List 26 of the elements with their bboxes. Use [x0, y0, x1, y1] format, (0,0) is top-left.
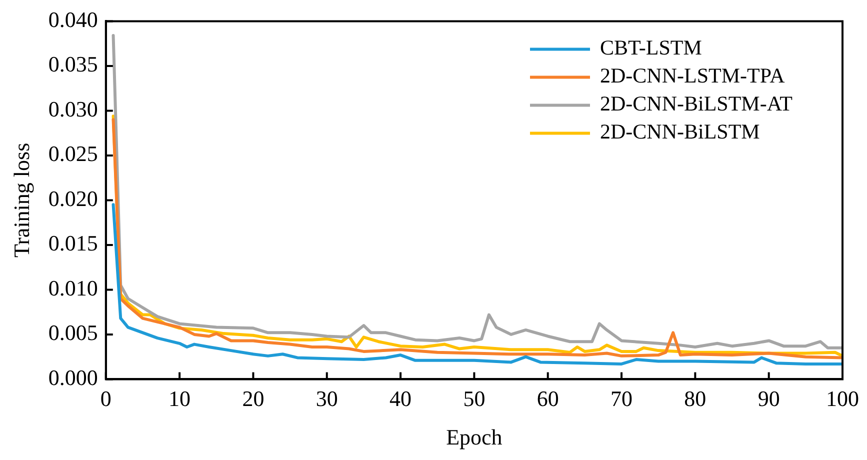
x-tick-label: 40 — [390, 386, 412, 412]
legend-label: 2D-CNN-BiLSTM — [600, 120, 760, 144]
y-axis-title: Training loss — [8, 142, 34, 258]
y-tick-label: 0.000 — [48, 364, 98, 390]
x-tick-label: 70 — [610, 386, 633, 412]
x-tick-label: 90 — [758, 386, 780, 412]
x-tick-label: 100 — [826, 386, 859, 412]
legend-label: 2D-CNN-LSTM-TPA — [600, 64, 786, 88]
legend-label: 2D-CNN-BiLSTM-AT — [600, 92, 793, 116]
y-tick-label: 0.015 — [48, 230, 98, 256]
x-tick-label: 10 — [168, 386, 191, 412]
x-tick-label: 60 — [536, 386, 559, 412]
y-tick-label: 0.035 — [48, 52, 98, 77]
x-tick-label: 80 — [684, 386, 706, 412]
y-tick-label: 0.005 — [48, 320, 98, 346]
legend-label: CBT-LSTM — [600, 36, 702, 60]
x-tick-label: 30 — [316, 386, 338, 412]
x-axis-title: Epoch — [446, 424, 502, 450]
y-tick-label: 0.010 — [48, 275, 98, 300]
y-tick-label: 0.025 — [48, 141, 98, 166]
y-tick-label: 0.030 — [48, 96, 98, 122]
x-tick-label: 0 — [100, 386, 112, 412]
y-tick-label: 0.040 — [48, 6, 98, 32]
x-tick-label: 50 — [463, 386, 486, 412]
y-tick-label: 0.020 — [48, 186, 98, 211]
x-tick-label: 20 — [242, 386, 264, 412]
